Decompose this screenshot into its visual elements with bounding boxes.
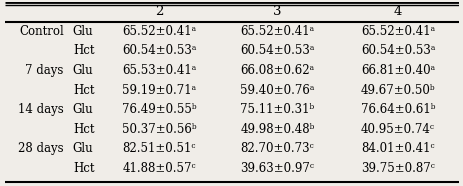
Text: 65.52±0.41ᵃ: 65.52±0.41ᵃ xyxy=(240,25,314,38)
Text: 66.81±0.40ᵃ: 66.81±0.40ᵃ xyxy=(360,64,434,77)
Text: 41.88±0.57ᶜ: 41.88±0.57ᶜ xyxy=(122,162,196,175)
Text: 82.51±0.51ᶜ: 82.51±0.51ᶜ xyxy=(122,142,195,155)
Text: 59.19±0.71ᵃ: 59.19±0.71ᵃ xyxy=(122,84,196,97)
Text: 4: 4 xyxy=(393,5,401,18)
Text: Glu: Glu xyxy=(73,103,93,116)
Text: 39.75±0.87ᶜ: 39.75±0.87ᶜ xyxy=(360,162,434,175)
Text: 65.52±0.41ᵃ: 65.52±0.41ᵃ xyxy=(122,25,196,38)
Text: 49.67±0.50ᵇ: 49.67±0.50ᵇ xyxy=(360,84,434,97)
Text: 28 days: 28 days xyxy=(18,142,63,155)
Text: 82.70±0.73ᶜ: 82.70±0.73ᶜ xyxy=(240,142,313,155)
Text: Glu: Glu xyxy=(73,64,93,77)
Text: 14 days: 14 days xyxy=(18,103,63,116)
Text: 7 days: 7 days xyxy=(25,64,63,77)
Text: Glu: Glu xyxy=(73,142,93,155)
Text: Control: Control xyxy=(19,25,63,38)
Text: 66.08±0.62ᵃ: 66.08±0.62ᵃ xyxy=(240,64,314,77)
Text: 40.95±0.74ᶜ: 40.95±0.74ᶜ xyxy=(360,123,434,136)
Text: 3: 3 xyxy=(273,5,281,18)
Text: 75.11±0.31ᵇ: 75.11±0.31ᵇ xyxy=(240,103,314,116)
Text: 59.40±0.76ᵃ: 59.40±0.76ᵃ xyxy=(240,84,314,97)
Text: 60.54±0.53ᵃ: 60.54±0.53ᵃ xyxy=(122,44,196,57)
Text: Hct: Hct xyxy=(73,162,94,175)
Text: 65.53±0.41ᵃ: 65.53±0.41ᵃ xyxy=(122,64,196,77)
Text: 60.54±0.53ᵃ: 60.54±0.53ᵃ xyxy=(240,44,314,57)
Text: 60.54±0.53ᵃ: 60.54±0.53ᵃ xyxy=(360,44,434,57)
Text: 84.01±0.41ᶜ: 84.01±0.41ᶜ xyxy=(360,142,434,155)
Text: Glu: Glu xyxy=(73,25,93,38)
Text: Hct: Hct xyxy=(73,44,94,57)
Text: 76.49±0.55ᵇ: 76.49±0.55ᵇ xyxy=(122,103,196,116)
Text: 50.37±0.56ᵇ: 50.37±0.56ᵇ xyxy=(122,123,196,136)
Text: Hct: Hct xyxy=(73,123,94,136)
Text: 2: 2 xyxy=(155,5,163,18)
Text: 65.52±0.41ᵃ: 65.52±0.41ᵃ xyxy=(360,25,434,38)
Text: 76.64±0.61ᵇ: 76.64±0.61ᵇ xyxy=(360,103,434,116)
Text: 49.98±0.48ᵇ: 49.98±0.48ᵇ xyxy=(240,123,314,136)
Text: Hct: Hct xyxy=(73,84,94,97)
Text: 39.63±0.97ᶜ: 39.63±0.97ᶜ xyxy=(240,162,314,175)
